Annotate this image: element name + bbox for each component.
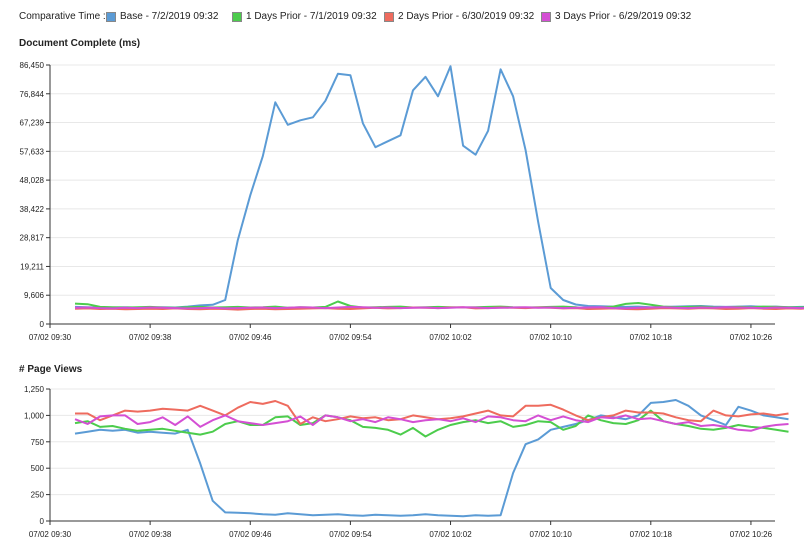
legend-item-3-days-prior[interactable]: 3 Days Prior - 6/29/2019 09:32 bbox=[541, 11, 691, 22]
y-tick-label: 250 bbox=[31, 491, 45, 500]
legend: Comparative Time : Base - 7/2/2019 09:32… bbox=[0, 0, 804, 34]
legend-label-base: Base - 7/2/2019 09:32 bbox=[120, 11, 219, 22]
chart-title-page-views: # Page Views bbox=[19, 364, 83, 375]
x-tick-label: 07/02 09:54 bbox=[329, 333, 372, 342]
legend-item-1-day-prior[interactable]: 1 Days Prior - 7/1/2019 09:32 bbox=[232, 11, 377, 22]
legend-item-base[interactable]: Base - 7/2/2019 09:32 bbox=[106, 11, 218, 22]
series-line-3 bbox=[74, 305, 804, 310]
document-complete-chart: 0 9,606 19,211 28,817 38,422 48,028 57,633 67,2… bbox=[20, 61, 804, 342]
x-tick-label: 07/02 10:10 bbox=[530, 530, 573, 539]
x-tick-label: 07/02 09:46 bbox=[229, 530, 272, 539]
y-tick-label: 750 bbox=[31, 438, 45, 447]
series-line-3 bbox=[74, 414, 789, 432]
series-line-0 bbox=[74, 65, 804, 309]
x-tick-label: 07/02 10:18 bbox=[630, 333, 673, 342]
legend-label-1-day-prior: 1 Days Prior - 7/1/2019 09:32 bbox=[246, 11, 377, 22]
y-tick-label: 86,450 bbox=[20, 61, 45, 70]
y-tick-label: 67,239 bbox=[20, 119, 45, 128]
x-tick-label: 07/02 09:30 bbox=[29, 530, 72, 539]
x-tick-label: 07/02 09:46 bbox=[229, 333, 272, 342]
y-tick-label: 38,422 bbox=[20, 205, 45, 214]
x-tick-label: 07/02 09:54 bbox=[329, 530, 372, 539]
x-tick-label: 07/02 09:30 bbox=[29, 333, 72, 342]
x-tick-label: 07/02 09:38 bbox=[129, 530, 172, 539]
series-line-0 bbox=[74, 399, 789, 518]
y-tick-label: 48,028 bbox=[20, 176, 45, 185]
x-tick-label: 07/02 10:26 bbox=[730, 333, 773, 342]
y-tick-label: 0 bbox=[40, 517, 45, 526]
y-tick-label: 0 bbox=[40, 320, 45, 329]
legend-label-3-days-prior: 3 Days Prior - 6/29/2019 09:32 bbox=[555, 11, 692, 22]
y-tick-label: 76,844 bbox=[20, 90, 45, 99]
legend-title: Comparative Time : bbox=[19, 11, 106, 22]
legend-swatch-3-days-prior bbox=[541, 11, 551, 22]
x-tick-label: 07/02 09:38 bbox=[129, 333, 172, 342]
y-tick-label: 57,633 bbox=[20, 147, 45, 156]
legend-label-2-days-prior: 2 Days Prior - 6/30/2019 09:32 bbox=[398, 11, 535, 22]
y-tick-label: 19,211 bbox=[20, 262, 44, 271]
page-views-chart: 0 250 500 750 1,000 1,250 07/02 09:30 07/02 09:… bbox=[24, 385, 789, 539]
x-tick-label: 07/02 10:02 bbox=[429, 333, 472, 342]
x-tick-label: 07/02 10:18 bbox=[630, 530, 673, 539]
y-tick-label: 9,606 bbox=[24, 291, 45, 300]
y-tick-label: 28,817 bbox=[20, 234, 45, 243]
y-tick-label: 500 bbox=[31, 464, 45, 473]
legend-swatch-1-day-prior bbox=[232, 11, 242, 22]
x-tick-label: 07/02 10:10 bbox=[530, 333, 573, 342]
series-line-2 bbox=[75, 400, 789, 425]
y-tick-label: 1,000 bbox=[24, 411, 45, 420]
y-tick-label: 1,250 bbox=[24, 385, 45, 394]
x-tick-label: 07/02 10:02 bbox=[429, 530, 472, 539]
legend-swatch-base bbox=[106, 11, 116, 22]
legend-item-2-days-prior[interactable]: 2 Days Prior - 6/30/2019 09:32 bbox=[384, 11, 534, 22]
chart-title-document-complete: Document Complete (ms) bbox=[19, 38, 141, 49]
legend-swatch-2-days-prior bbox=[384, 11, 394, 22]
x-tick-label: 07/02 10:26 bbox=[730, 530, 773, 539]
